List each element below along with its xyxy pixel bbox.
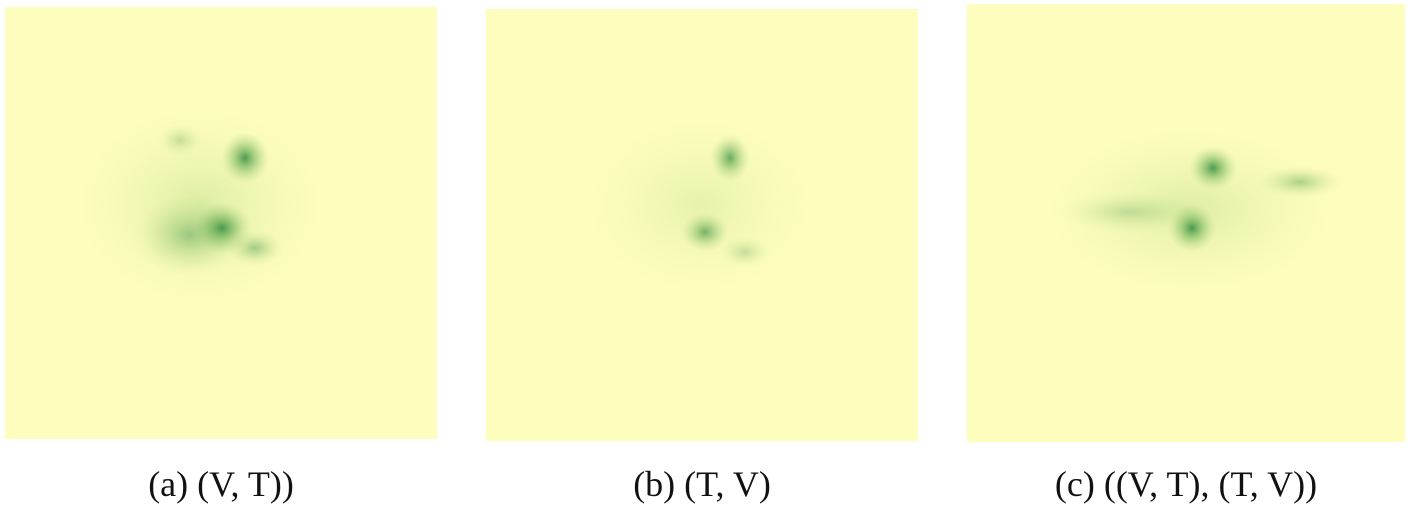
caption: (c) ((V, T), (T, V))	[1055, 464, 1317, 504]
heat-blob	[227, 230, 283, 266]
heat-blob	[158, 124, 202, 156]
heat-blob	[1189, 146, 1237, 190]
heat-blob	[1060, 192, 1200, 232]
heat-blob	[1168, 204, 1216, 252]
heatmap-b	[486, 9, 918, 441]
heat-blob	[710, 134, 750, 182]
heat-blob	[720, 236, 770, 268]
heat-haze	[590, 120, 810, 290]
heatmap-c	[967, 4, 1405, 442]
caption: (a) (V, T))	[148, 464, 294, 504]
heat-blob	[221, 132, 269, 184]
heat-blob	[1258, 166, 1342, 198]
caption: (b) (T, V)	[633, 464, 771, 504]
heatmap-a	[5, 7, 437, 439]
heat-blob	[681, 212, 729, 252]
